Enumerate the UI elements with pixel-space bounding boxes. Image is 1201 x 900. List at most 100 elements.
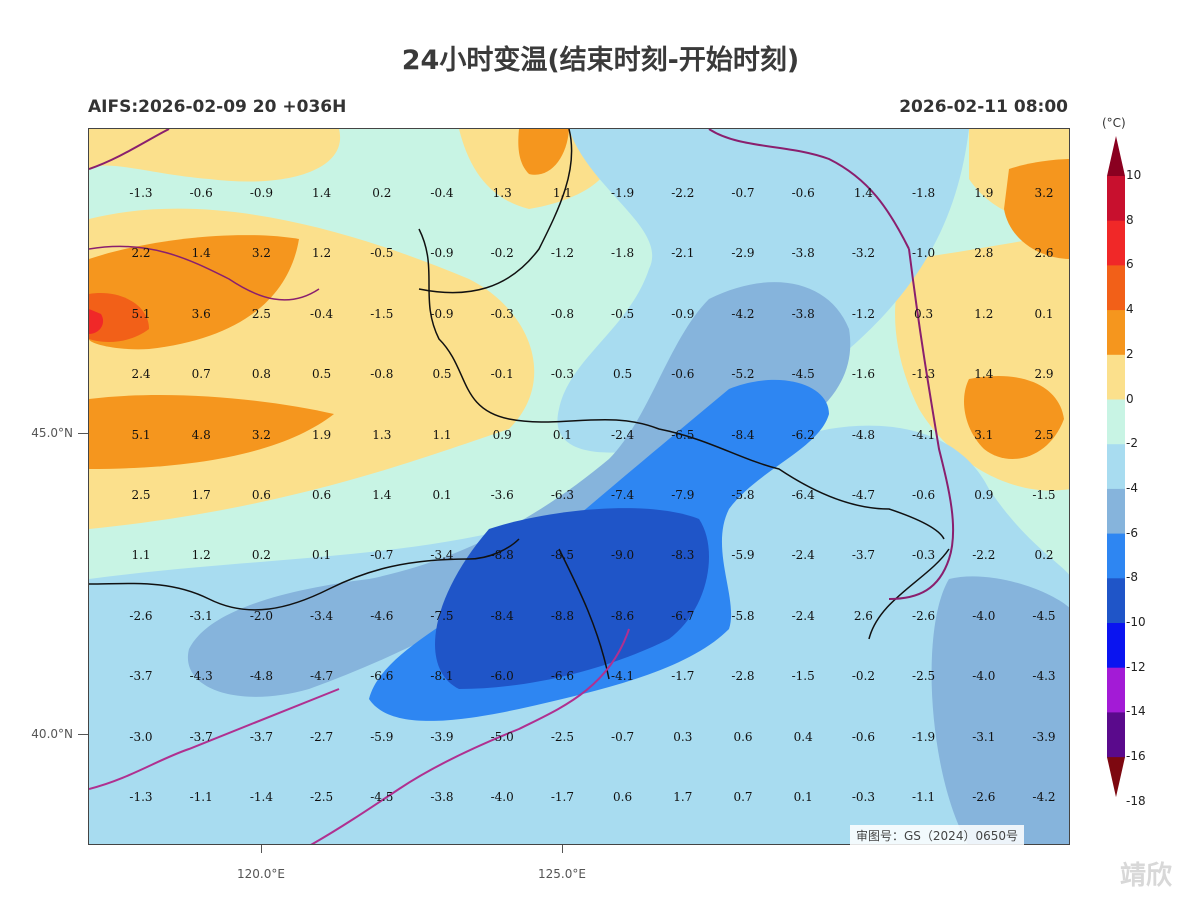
grid-value: -3.8 — [791, 246, 815, 261]
province-border-3 — [418, 129, 573, 294]
grid-value: 2.6 — [853, 608, 873, 623]
grid-value: 1.4 — [191, 246, 211, 261]
cold-area-east — [931, 576, 1069, 844]
colorbar-segment — [1107, 488, 1125, 535]
grid-value: -1.8 — [611, 246, 635, 261]
grid-value: -2.6 — [972, 790, 996, 804]
grid-value: -8.6 — [611, 608, 635, 623]
grid-value: -5.0 — [490, 729, 514, 744]
grid-value: -4.2 — [1032, 790, 1056, 804]
colorbar-segment — [1107, 310, 1125, 356]
colorbar-bottom-arrow — [1107, 757, 1125, 798]
grid-value: 1.9 — [974, 186, 994, 200]
colorbar-segment — [1107, 667, 1125, 713]
lon-tick-120 — [261, 845, 262, 853]
grid-value: 1.3 — [372, 427, 392, 442]
colorbar-label: -10 — [1126, 615, 1146, 629]
national-border-east — [888, 248, 955, 600]
grid-value: -0.2 — [851, 669, 875, 684]
grid-value: -0.5 — [370, 246, 394, 261]
grid-value: -1.1 — [912, 790, 936, 804]
province-border-4 — [558, 548, 610, 680]
lat-tick-45 — [78, 433, 88, 434]
grid-value: 1.4 — [853, 186, 873, 200]
grid-value: 0.7 — [191, 367, 211, 382]
grid-value: -4.7 — [851, 488, 875, 502]
grid-value: -3.4 — [310, 608, 334, 623]
grid-value: -3.9 — [1032, 729, 1056, 744]
lat-label-45: 45.0°N — [31, 426, 73, 440]
grid-value: 0.9 — [492, 427, 512, 442]
grid-value: -6.4 — [791, 488, 815, 502]
grid-value: -0.9 — [430, 306, 454, 321]
grid-value: -2.6 — [912, 608, 936, 623]
grid-value: 5.1 — [131, 306, 151, 321]
grid-value: -3.7 — [189, 729, 213, 744]
colorbar-unit: (°C) — [1102, 116, 1126, 130]
grid-value: -4.5 — [1032, 608, 1056, 623]
grid-value: -8.5 — [550, 548, 574, 563]
grid-value: -1.5 — [791, 669, 815, 684]
grid-value: -2.7 — [310, 729, 334, 744]
grid-value: 1.1 — [432, 427, 452, 442]
grid-value: -6.7 — [671, 608, 695, 623]
grid-value: -1.3 — [129, 790, 153, 804]
lon-label-125: 125.0°E — [538, 867, 586, 881]
grid-value: -2.5 — [912, 669, 936, 684]
grid-value: 1.3 — [492, 186, 512, 200]
colorbar-label: -8 — [1126, 570, 1138, 585]
grid-value: -3.0 — [129, 729, 153, 744]
grid-value: -4.1 — [611, 669, 635, 684]
grid-value: -0.6 — [912, 488, 936, 502]
grid-value: -2.9 — [731, 246, 755, 261]
grid-value: 0.2 — [1034, 548, 1054, 563]
grid-value: 2.6 — [1034, 246, 1054, 261]
colorbar-segment — [1107, 265, 1125, 311]
grid-value: 0.6 — [251, 488, 271, 502]
grid-value: 1.2 — [191, 548, 211, 563]
colorbar-segment — [1107, 354, 1125, 400]
grid-value: 2.4 — [131, 367, 151, 382]
lon-label-120: 120.0°E — [237, 867, 285, 881]
grid-value: 0.6 — [613, 790, 633, 804]
grid-value: -8.8 — [490, 548, 514, 563]
grid-value: -4.5 — [370, 790, 394, 804]
grid-value: -1.7 — [671, 669, 695, 684]
grid-value: -7.9 — [671, 488, 695, 502]
grid-value: -1.3 — [129, 186, 153, 200]
grid-value: -8.4 — [490, 608, 514, 623]
warm-spot-2 — [89, 394, 334, 469]
grid-value: 0.5 — [312, 367, 332, 382]
grid-value: -2.2 — [671, 186, 695, 200]
grid-value: -0.6 — [189, 186, 213, 200]
grid-value: -1.2 — [851, 306, 875, 321]
map-approval-stamp: 审图号：GS（2024）0650号 — [850, 825, 1024, 846]
grid-value: -1.7 — [550, 790, 574, 804]
grid-value: -1.5 — [370, 306, 394, 321]
grid-value: -5.9 — [370, 729, 394, 744]
grid-value: 0.5 — [613, 367, 633, 382]
grid-value: 3.2 — [251, 246, 271, 261]
grid-value: 1.9 — [312, 427, 332, 442]
grid-value: -0.8 — [370, 367, 394, 382]
grid-value: 0.6 — [733, 729, 753, 744]
colorbar-label: 2 — [1126, 346, 1134, 361]
grid-value: -3.6 — [490, 488, 514, 502]
grid-value: -4.8 — [851, 427, 875, 442]
grid-value: -0.3 — [550, 367, 574, 382]
province-border-5 — [868, 548, 950, 640]
grid-value: -0.4 — [310, 306, 334, 321]
grid-value: -0.8 — [550, 306, 574, 321]
grid-value: -6.6 — [550, 669, 574, 684]
grid-value: -3.7 — [129, 669, 153, 684]
grid-value: -9.0 — [611, 548, 635, 563]
grid-value: -5.8 — [731, 488, 755, 502]
colorbar-segment — [1107, 578, 1125, 624]
grid-value: -1.3 — [912, 367, 936, 382]
colorbar-label: -18 — [1126, 793, 1146, 808]
grid-value: -0.6 — [851, 729, 875, 744]
grid-value: -4.0 — [972, 608, 996, 623]
national-border-west — [89, 245, 320, 301]
grid-value: -3.4 — [430, 548, 454, 563]
colorbar-label: 4 — [1126, 302, 1134, 317]
